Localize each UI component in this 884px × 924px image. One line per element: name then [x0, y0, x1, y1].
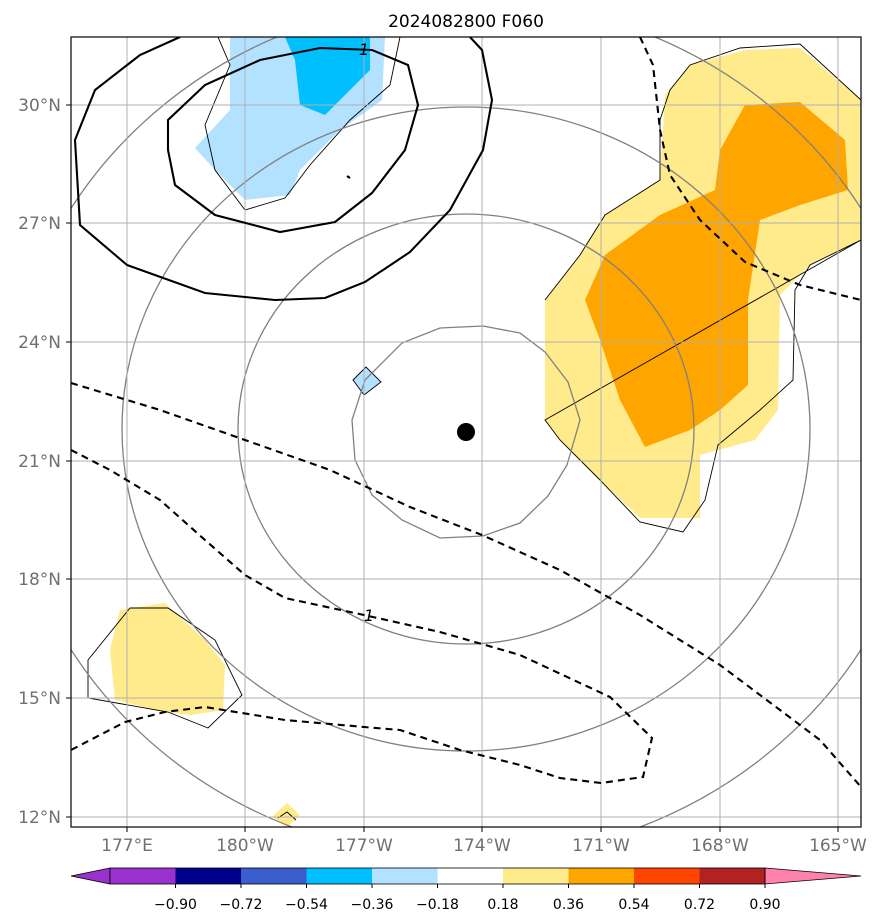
gridlines [71, 37, 861, 827]
lat-tick-label: 21°N [18, 452, 61, 472]
positive-contour-dot [346, 175, 351, 179]
colorbar-tick-label: 0.54 [618, 897, 649, 913]
colorbar-segment [568, 868, 635, 884]
colorbar-segment [503, 868, 569, 884]
tick-marks [66, 104, 839, 832]
fill-outline-small [352, 366, 382, 396]
colorbar-extend-min [70, 867, 111, 885]
colorbar-segment [110, 868, 176, 884]
map-border [70, 36, 862, 828]
colorbar-segment [634, 868, 700, 884]
colorbar-segment [306, 868, 373, 884]
lat-tick-label: 24°N [18, 333, 61, 353]
positive-contours [73, 37, 494, 302]
distance-ring-middle [237, 213, 695, 645]
distance-ring-outer [121, 106, 811, 752]
fill-outline-north [204, 37, 401, 211]
negative-contour-northeast [639, 37, 861, 302]
negative-anomaly-fill-small [353, 367, 381, 395]
distance-rings [71, 37, 861, 827]
colorbar-segment [437, 868, 504, 884]
colorbar-tick-label: −0.90 [154, 897, 197, 913]
lon-tick-label: 174°W [453, 836, 511, 856]
lat-tick-label: 18°N [18, 570, 61, 590]
lon-tick-label: 171°W [572, 836, 630, 856]
lat-tick-label: 12°N [18, 808, 61, 828]
lon-tick-label: 180°W [216, 836, 274, 856]
colorbar-tick-label: −0.36 [351, 897, 394, 913]
contour-label-north: 1 [359, 40, 369, 59]
colorbar-extend-max [764, 867, 862, 885]
positive-anomaly-fill-southwest [110, 603, 225, 715]
chart-title: 2024082800 F060 [388, 12, 544, 32]
positive-anomaly-fill-south [272, 803, 300, 827]
colorbar-tick-label: −0.54 [285, 897, 328, 913]
storm-center-marker [457, 423, 475, 441]
negative-contour-middle [71, 381, 861, 788]
colorbar-tick-label: 0.18 [487, 897, 518, 913]
colorbar: −0.90 −0.72 −0.54 −0.36 −0.18 0.18 0.36 0.54 0.7… [70, 867, 862, 913]
lon-tick-label: 177°E [101, 836, 153, 856]
negative-contours [71, 37, 861, 788]
lon-tick-label: 177°W [335, 836, 393, 856]
positive-contour-inner [166, 46, 420, 234]
lon-tick-label: 165°W [809, 836, 867, 856]
colorbar-tick-label: −0.72 [220, 897, 263, 913]
positive-contour-outer [73, 37, 494, 302]
colorbar-segment [175, 868, 242, 884]
map-area: 1 1 [71, 37, 861, 827]
colorbar-tick-label: 0.36 [553, 897, 584, 913]
lat-tick-label: 27°N [18, 214, 61, 234]
colorbar-segment [372, 868, 438, 884]
negative-contour-south [71, 449, 654, 785]
colorbar-segment [699, 868, 766, 884]
positive-anomaly-fill-east-inner [585, 102, 848, 447]
distance-ring-inner [351, 325, 581, 539]
lat-tick-label: 30°N [18, 96, 61, 116]
lat-tick-label: 15°N [18, 689, 61, 709]
lon-tick-label: 168°W [691, 836, 749, 856]
contour-label-south: 1 [364, 606, 374, 625]
colorbar-tick-label: 0.90 [749, 897, 780, 913]
fill-outline-southwest [87, 607, 243, 729]
colorbar-tick-label: 0.72 [684, 897, 715, 913]
negative-anomaly-fill-north-inner [285, 37, 370, 115]
colorbar-tick-label: −0.18 [416, 897, 459, 913]
colorbar-segment [241, 868, 307, 884]
